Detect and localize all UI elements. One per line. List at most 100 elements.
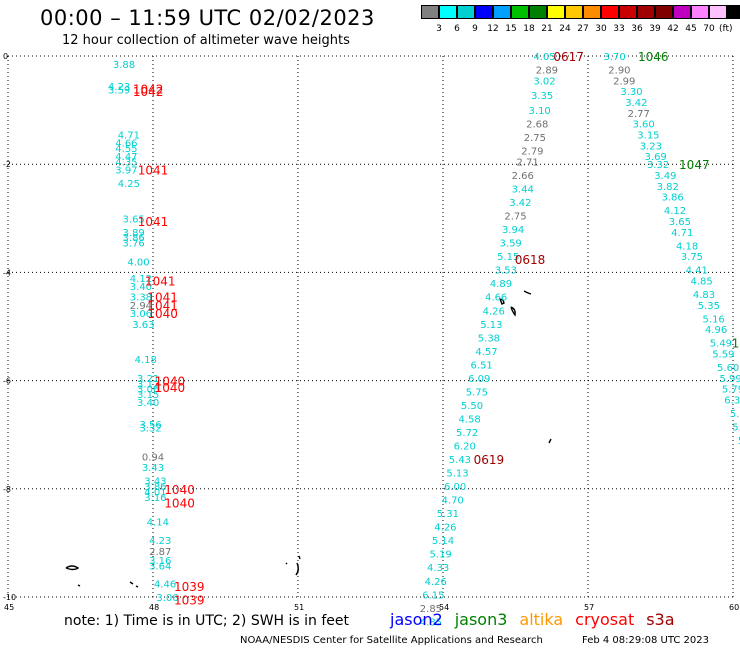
scale-swatch <box>547 5 565 19</box>
scale-label: 21 <box>541 24 553 34</box>
wave-height-point: 5.13 <box>446 469 468 480</box>
wave-height-point: 3.15 <box>637 130 659 141</box>
page-title: 00:00 – 11:59 UTC 02/02/2023 <box>40 6 375 30</box>
scale-label: 42 <box>667 24 679 34</box>
time-stamp-label: 1040 <box>164 483 195 497</box>
wave-height-point: 2.87 <box>149 547 171 558</box>
scale-label: 15 <box>505 24 517 34</box>
time-stamp-label: 1039 <box>174 580 205 594</box>
wave-height-point: 3.63 <box>132 320 154 331</box>
scale-swatch <box>421 5 439 19</box>
scale-label: 6 <box>454 24 460 34</box>
wave-height-point: 4.85 <box>690 277 712 288</box>
legend-jason2: jason2 <box>390 610 443 629</box>
wave-height-point: 5.99 <box>719 374 740 385</box>
x-tick-label: 48 <box>149 603 159 612</box>
x-tick-label: 54 <box>439 603 449 612</box>
wave-height-point: 4.58 <box>458 414 480 425</box>
time-stamp-label: 1040 <box>155 381 186 395</box>
wave-height-point: 3.10 <box>529 106 551 117</box>
wave-height-point: 2.77 <box>628 109 650 120</box>
y-tick-label: -2 <box>3 160 11 169</box>
time-stamp-labels: 1042104210411041104110411041104010401040… <box>133 50 739 608</box>
wave-height-point: 3.43 <box>142 463 164 474</box>
wave-height-point: 4.83 <box>693 290 715 301</box>
y-tick-label: -10 <box>3 593 16 602</box>
wave-height-point: 6.09 <box>468 374 490 385</box>
wave-height-point: 2.85 <box>420 604 442 615</box>
wave-height-point: 3.02 <box>533 76 555 87</box>
scale-label: 9 <box>472 24 478 34</box>
wave-height-point: 2.66 <box>512 171 534 182</box>
time-stamp-label: 1041 <box>147 291 178 305</box>
wave-height-point: 3.12 <box>137 379 159 390</box>
wave-height-point: 4.46 <box>154 579 176 590</box>
time-stamp-label: 1040 <box>164 496 195 510</box>
wave-height-point: 5.19 <box>429 550 451 561</box>
footer-note: note: 1) Time is in UTC; 2) SWH is in fe… <box>64 613 350 629</box>
wave-height-point: 3.82 <box>657 182 679 193</box>
wave-height-point: 3.64 <box>149 562 171 573</box>
wave-height-point: 3.15 <box>137 390 159 401</box>
time-stamp-label: 0618 <box>515 253 546 267</box>
wave-height-point: 3.76 <box>123 239 145 250</box>
time-stamp-label: 1046 <box>638 50 669 64</box>
wave-height-point: 5.14 <box>432 536 454 547</box>
wave-height-point: 3.06 <box>137 385 159 396</box>
scale-swatch <box>727 5 740 19</box>
wave-height-point: 3.40 <box>137 398 159 409</box>
wave-height-point: 6.00 <box>444 482 466 493</box>
wave-height-point: 3.30 <box>620 87 642 98</box>
time-stamp-label: 1047 <box>679 158 710 172</box>
scale-unit: (ft) <box>719 24 733 34</box>
scale-label: 12 <box>487 24 499 34</box>
wave-height-point: 3.86 <box>123 233 145 244</box>
wave-height-point: 3.65 <box>123 214 145 225</box>
wave-height-point: 3.86 <box>661 193 683 204</box>
wave-height-point: 6.20 <box>454 442 476 453</box>
wave-height-point: 3.65 <box>669 217 691 228</box>
wave-height-point: 3.49 <box>654 171 676 182</box>
wave-height-point: 4.23 <box>149 536 171 547</box>
time-stamp-label: 1040 <box>147 307 178 321</box>
wave-height-point: 2.75 <box>504 212 526 223</box>
wave-height-point: 4.26 <box>434 523 456 534</box>
land-outline <box>510 306 516 317</box>
wave-height-point: 3.69 <box>645 152 667 163</box>
land-outline <box>129 581 134 585</box>
time-stamp-label: 1039 <box>174 594 205 608</box>
wave-height-point: 3.89 <box>123 228 145 239</box>
scale-swatch <box>529 5 547 19</box>
scale-label: 24 <box>559 24 571 34</box>
scale-swatch <box>673 5 691 19</box>
wave-height-point: 5.13 <box>480 320 502 331</box>
wave-height-point: 4.35 <box>115 157 137 168</box>
wave-height-point: 5.16 <box>703 314 725 325</box>
land-outline <box>65 565 80 571</box>
wave-height-point: 3.35 <box>531 91 553 102</box>
wave-height-point: 3.06 <box>156 593 178 604</box>
wave-height-point: 3.06 <box>130 309 152 320</box>
wave-height-point: 6.38 <box>724 396 740 407</box>
wave-height-point: 4.12 <box>130 274 152 285</box>
wave-height-point: 4.12 <box>664 206 686 217</box>
scale-swatch <box>691 5 709 19</box>
scale-swatch <box>619 5 637 19</box>
scale-label: 70 <box>703 24 715 34</box>
wave-height-point: 5.79 <box>722 385 740 396</box>
scale-label: 33 <box>613 24 625 34</box>
wave-height-point: 5.31 <box>437 509 459 520</box>
wave-height-point: 5.50 <box>461 401 483 412</box>
wave-height-point: 6.15 <box>422 590 444 601</box>
chart-grid <box>7 55 734 598</box>
wave-height-point: 5.15 <box>497 252 519 263</box>
x-tick-label: 45 <box>4 603 14 612</box>
legend-cryosat: cryosat <box>575 610 635 629</box>
generated-timestamp: Feb 4 08:29:08 UTC 2023 <box>582 635 709 646</box>
scale-swatch <box>655 5 673 19</box>
scale-label: 36 <box>631 24 643 34</box>
land-outline <box>523 290 532 295</box>
wave-height-point: 4.41 <box>686 266 708 277</box>
x-tick-label: 51 <box>294 603 304 612</box>
